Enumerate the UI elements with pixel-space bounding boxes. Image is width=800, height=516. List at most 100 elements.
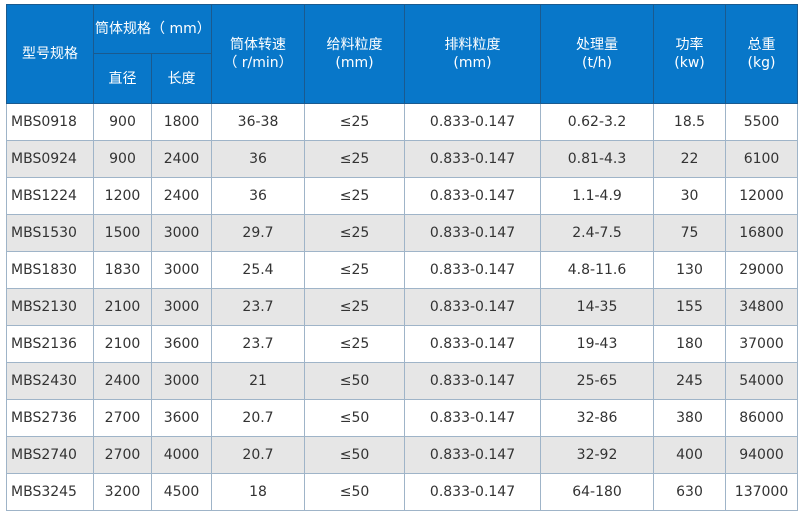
table-cell: 2100 — [93, 288, 152, 326]
table-row: MBS3245 3200 4500 18 ≤50 0.833-0.147 64-180 630… — [6, 473, 799, 511]
table-row: MBS2740 2700 4000 20.7 ≤50 0.833-0.147 32-92 40… — [6, 436, 799, 474]
table-cell: 14-35 — [540, 288, 655, 326]
table-cell: 1.1-4.9 — [540, 177, 655, 215]
table-cell: ≤25 — [304, 288, 406, 326]
table-cell: 0.833-0.147 — [404, 473, 542, 511]
table-cell: 0.833-0.147 — [404, 251, 542, 289]
table-cell: 1200 — [93, 177, 152, 215]
table-cell: 0.833-0.147 — [404, 399, 542, 437]
table-cell: 2400 — [150, 140, 213, 178]
table-cell: 0.833-0.147 — [404, 436, 542, 474]
table-cell: 86000 — [725, 399, 799, 437]
table-cell: 54000 — [725, 362, 799, 400]
table-cell: 0.833-0.147 — [404, 214, 542, 252]
table-cell: 25.4 — [211, 251, 306, 289]
table-cell: 4000 — [150, 436, 213, 474]
table-cell: ≤25 — [304, 214, 406, 252]
table-cell: 380 — [653, 399, 727, 437]
table-cell: 37000 — [725, 325, 799, 363]
table-cell: ≤25 — [304, 177, 406, 215]
table-cell: 19-43 — [540, 325, 655, 363]
table-cell: 2400 — [93, 362, 152, 400]
table-cell: 16800 — [725, 214, 799, 252]
table-cell: MBS2130 — [6, 288, 94, 326]
table-cell: MBS1224 — [6, 177, 94, 215]
table-cell: MBS2740 — [6, 436, 94, 474]
table-cell: 22 — [653, 140, 727, 178]
table-cell: 94000 — [725, 436, 799, 474]
table-cell: MBS2136 — [6, 325, 94, 363]
header-cylinder: 筒体规格（ mm） — [92, 4, 213, 54]
table-cell: 21 — [211, 362, 306, 400]
table-cell: 630 — [653, 473, 727, 511]
table-cell: ≤25 — [304, 103, 406, 141]
header-weight: 总重 (kg) — [725, 4, 799, 104]
table-cell: 180 — [653, 325, 727, 363]
header-discharge: 排料粒度 (mm) — [404, 4, 542, 104]
table-cell: 6100 — [725, 140, 799, 178]
table-cell: 3200 — [93, 473, 152, 511]
table-cell: MBS3245 — [6, 473, 94, 511]
table-cell: 29000 — [725, 251, 799, 289]
table-cell: 20.7 — [211, 436, 306, 474]
table-cell: ≤50 — [304, 362, 406, 400]
header-diameter: 直径 — [93, 53, 152, 104]
table-row: MBS2430 2400 3000 21 ≤50 0.833-0.147 25-65 245 5… — [6, 362, 799, 400]
header-length: 长度 — [150, 53, 213, 104]
table-cell: ≤25 — [304, 251, 406, 289]
table-cell: 75 — [653, 214, 727, 252]
table-cell: MBS1830 — [6, 251, 94, 289]
table-cell: 900 — [93, 103, 152, 141]
table-row: MBS2130 2100 3000 23.7 ≤25 0.833-0.147 14-35 15… — [6, 288, 799, 326]
table-cell: 1830 — [93, 251, 152, 289]
table-cell: 18 — [211, 473, 306, 511]
table-cell: 3000 — [150, 214, 213, 252]
table-cell: ≤50 — [304, 399, 406, 437]
table-cell: 2700 — [93, 436, 152, 474]
table-cell: 0.833-0.147 — [404, 325, 542, 363]
table-cell: 5500 — [725, 103, 799, 141]
table-cell: 1500 — [93, 214, 152, 252]
table-cell: 2100 — [93, 325, 152, 363]
table-cell: 2700 — [93, 399, 152, 437]
table-row: MBS1224 1200 2400 36 ≤25 0.833-0.147 1.1-4.9 30… — [6, 177, 799, 215]
table-cell: 400 — [653, 436, 727, 474]
table-cell: 34800 — [725, 288, 799, 326]
table-cell: 0.81-4.3 — [540, 140, 655, 178]
table-cell: 29.7 — [211, 214, 306, 252]
table-cell: 25-65 — [540, 362, 655, 400]
table-cell: 0.62-3.2 — [540, 103, 655, 141]
table-cell: 0.833-0.147 — [404, 288, 542, 326]
table-row: MBS1530 1500 3000 29.7 ≤25 0.833-0.147 2.4-7.5… — [6, 214, 799, 252]
header-model: 型号规格 — [6, 4, 94, 104]
table-cell: 1800 — [150, 103, 213, 141]
table-cell: 0.833-0.147 — [404, 177, 542, 215]
table-cell: 0.833-0.147 — [404, 140, 542, 178]
table-cell: 2.4-7.5 — [540, 214, 655, 252]
header-speed: 筒体转速（ r/min） — [211, 4, 306, 104]
table-cell: 18.5 — [653, 103, 727, 141]
table-cell: 30 — [653, 177, 727, 215]
table-cell: 4500 — [150, 473, 213, 511]
table-cell: 155 — [653, 288, 727, 326]
table-cell: 36-38 — [211, 103, 306, 141]
table-cell: 36 — [211, 140, 306, 178]
table-cell: 3000 — [150, 251, 213, 289]
table-cell: MBS2736 — [6, 399, 94, 437]
table-cell: ≤50 — [304, 436, 406, 474]
table-row: MBS2736 2700 3600 20.7 ≤50 0.833-0.147 32-86 38… — [6, 399, 799, 437]
table-cell: ≤50 — [304, 473, 406, 511]
table-cell: 12000 — [725, 177, 799, 215]
spec-table: 型号规格 筒体规格（ mm） 筒体转速（ r/min） 给料粒度 (mm) 排料粒… — [6, 4, 799, 511]
table-cell: 130 — [653, 251, 727, 289]
table-cell: ≤25 — [304, 325, 406, 363]
table-cell: MBS0924 — [6, 140, 94, 178]
table-cell: 137000 — [725, 473, 799, 511]
table-row: MBS1830 1830 3000 25.4 ≤25 0.833-0.147 4.8-11.… — [6, 251, 799, 289]
table-row: MBS0918 900 1800 36-38 ≤25 0.833-0.147 0.62-3.… — [6, 103, 799, 141]
table-cell: 36 — [211, 177, 306, 215]
table-cell: 0.833-0.147 — [404, 103, 542, 141]
header-capacity: 处理量 (t/h) — [540, 4, 655, 104]
header-feed: 给料粒度 (mm) — [304, 4, 406, 104]
table-cell: 32-92 — [540, 436, 655, 474]
